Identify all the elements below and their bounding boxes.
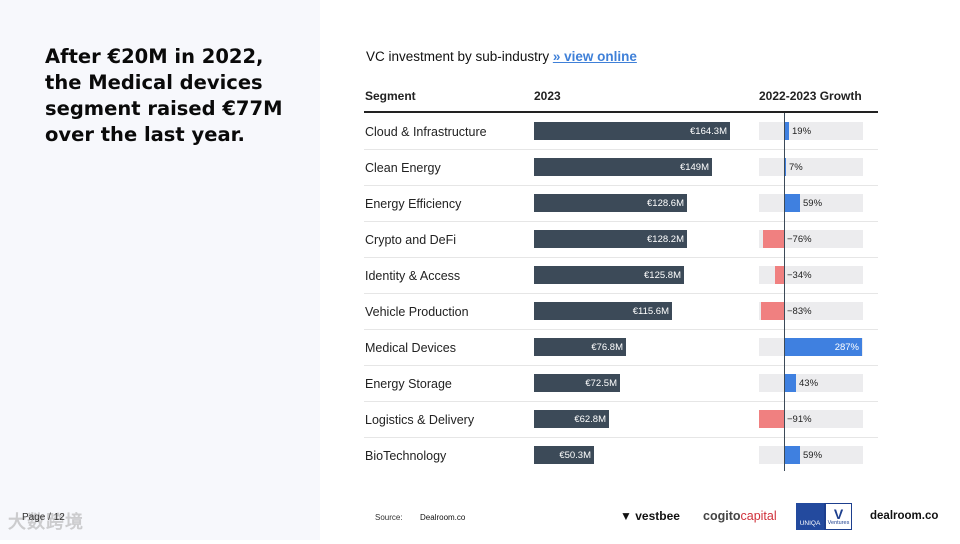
value-label: €72.5M xyxy=(585,378,617,389)
value-bar xyxy=(534,374,620,392)
growth-bar xyxy=(759,410,784,428)
value-label: €62.8M xyxy=(574,414,606,425)
watermark: 大数跨境 xyxy=(8,512,84,532)
page-number: Page / 12 xyxy=(22,512,65,523)
value-bar xyxy=(534,158,712,176)
segment-label: Crypto and DeFi xyxy=(365,233,457,247)
value-bar xyxy=(534,446,594,464)
growth-label: 59% xyxy=(803,450,823,461)
segment-label: Logistics & Delivery xyxy=(365,413,475,427)
header-rule xyxy=(364,111,878,113)
cogito-wordmark: cogito xyxy=(703,509,741,523)
segment-label: Clean Energy xyxy=(365,161,441,175)
value-bar xyxy=(534,230,687,248)
growth-bar xyxy=(784,446,800,464)
column-header-2023: 2023 xyxy=(534,89,561,103)
growth-track xyxy=(759,158,863,176)
value-label: €76.8M xyxy=(591,342,623,353)
row-separator xyxy=(364,149,878,150)
cogito-capital-logo: cogitocapital xyxy=(703,509,777,523)
growth-label: −76% xyxy=(787,234,812,245)
value-label: €149M xyxy=(679,162,709,173)
growth-label: 43% xyxy=(799,378,819,389)
row-separator xyxy=(364,257,878,258)
growth-bar xyxy=(784,338,862,356)
growth-label: 19% xyxy=(792,126,812,137)
column-header-segment: Segment xyxy=(365,89,416,103)
segment-label: Medical Devices xyxy=(365,341,457,355)
segment-label: Energy Efficiency xyxy=(365,197,462,211)
growth-label: 59% xyxy=(803,198,823,209)
headline: After €20M in 2022, the Medical devices … xyxy=(45,45,283,146)
value-bar xyxy=(534,338,626,356)
uniqa-v-mark: V xyxy=(825,503,852,530)
row-separator xyxy=(364,221,878,222)
uniqa-wordmark: UNIQA xyxy=(796,503,824,530)
row-separator xyxy=(364,437,878,438)
value-bar xyxy=(534,194,687,212)
value-bar xyxy=(534,410,609,428)
growth-label: −91% xyxy=(787,414,812,425)
row-separator xyxy=(364,365,878,366)
growth-label: 7% xyxy=(789,162,803,173)
growth-track xyxy=(759,266,863,284)
value-bar xyxy=(534,302,672,320)
source-label: Source: xyxy=(375,513,403,522)
row-separator xyxy=(364,185,878,186)
growth-bar xyxy=(784,194,800,212)
growth-track xyxy=(759,410,863,428)
growth-bar xyxy=(763,230,784,248)
growth-zero-line xyxy=(784,113,785,471)
segment-label: BioTechnology xyxy=(365,449,447,463)
growth-bar xyxy=(784,374,796,392)
source-value: Dealroom.co xyxy=(420,513,466,522)
row-separator xyxy=(364,329,878,330)
value-label: €164.3M xyxy=(690,126,727,137)
row-separator xyxy=(364,293,878,294)
segment-label: Energy Storage xyxy=(365,377,452,391)
value-bar xyxy=(534,266,684,284)
value-label: €128.2M xyxy=(647,234,684,245)
value-label: €125.8M xyxy=(644,270,681,281)
growth-label: 287% xyxy=(834,342,859,353)
segment-label: Vehicle Production xyxy=(365,305,469,319)
uniqa-ventures-text: Ventures xyxy=(827,520,850,526)
growth-label: −83% xyxy=(787,306,812,317)
growth-track xyxy=(759,230,863,248)
growth-label: −34% xyxy=(787,270,812,281)
vestbee-icon: ▼ xyxy=(620,509,632,523)
chart-title: VC investment by sub-industry » view onl… xyxy=(366,49,637,64)
value-label: €50.3M xyxy=(559,450,591,461)
left-panel: After €20M in 2022, the Medical devices … xyxy=(0,0,320,540)
growth-bar xyxy=(784,158,786,176)
row-separator xyxy=(364,401,878,402)
growth-bar xyxy=(775,266,784,284)
vestbee-wordmark: vestbee xyxy=(635,509,680,523)
view-online-link[interactable]: » view online xyxy=(552,49,637,64)
capital-wordmark: capital xyxy=(740,509,777,523)
value-bar xyxy=(534,122,730,140)
segment-label: Cloud & Infrastructure xyxy=(365,125,487,139)
column-header-growth: 2022-2023 Growth xyxy=(759,89,862,103)
vestbee-logo: ▼ vestbee xyxy=(620,509,680,523)
growth-bar xyxy=(761,302,784,320)
value-label: €128.6M xyxy=(647,198,684,209)
value-label: €115.6M xyxy=(632,306,669,317)
chart-title-text: VC investment by sub-industry xyxy=(366,49,550,64)
segment-label: Identity & Access xyxy=(365,269,461,283)
dealroom-logo: dealroom.co xyxy=(870,510,939,522)
growth-bar xyxy=(784,122,789,140)
growth-track xyxy=(759,302,863,320)
uniqa-ventures-logo: UNIQA V Ventures xyxy=(796,503,852,530)
